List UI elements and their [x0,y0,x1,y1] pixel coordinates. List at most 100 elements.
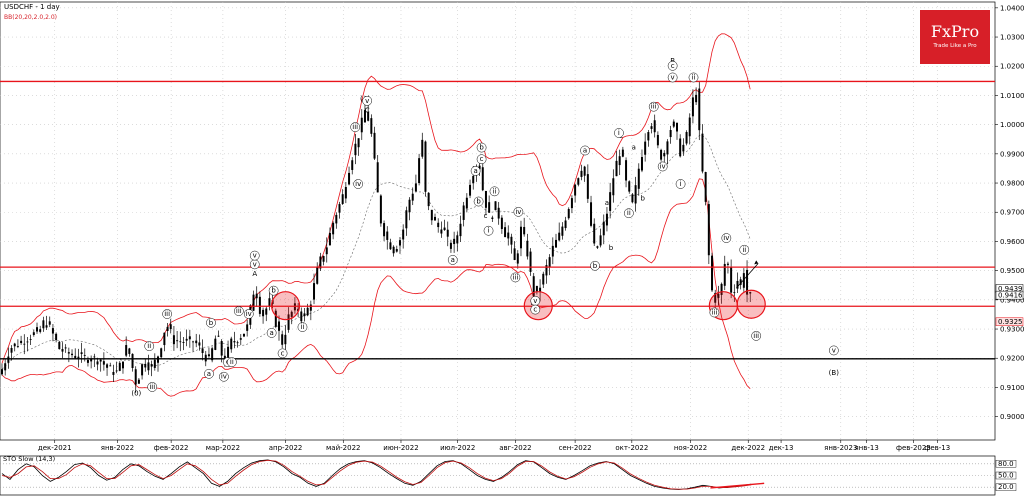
candle-body [701,133,704,172]
candle-body [90,359,93,362]
candle-body [284,334,287,345]
candle [179,331,182,352]
candle-body [526,240,529,257]
candle [564,216,567,231]
candle-body [504,227,507,238]
candle-body [26,341,29,343]
candle-body [20,340,23,344]
candle [172,326,175,351]
candle [707,200,710,265]
wave-label-text: b [209,319,214,327]
candle-body [7,356,10,363]
candle [169,318,172,334]
candle-body [726,263,729,265]
candle-body [656,134,659,146]
candle [131,353,134,372]
wave-label-text: iii [164,310,170,318]
candle-body [328,232,331,246]
wave-sub-label: a [632,144,636,152]
wave-label-text: a [269,329,273,337]
candle [430,209,433,225]
candle-body [322,256,325,262]
candle-body [386,231,389,240]
candle-body [297,308,300,312]
candle-body [39,329,42,332]
candle-body [115,370,118,372]
wave-label-ring [362,95,373,106]
wave-label-text: iv [660,162,666,170]
candle-body [491,217,494,219]
candle-body [150,364,153,367]
circled-wave-label: v [362,95,373,106]
candle-body [86,359,89,363]
candle [640,149,643,173]
candle-body [383,223,386,237]
candle [376,155,379,193]
candle [357,138,360,156]
candle-body [449,242,452,249]
candle [61,342,64,359]
candle-body [239,338,242,340]
candle [586,164,589,203]
candle-body [688,117,691,137]
circled-wave-label: iii [709,307,720,318]
candle-body [523,226,526,235]
candle-body [631,194,634,203]
wave-label-ring [614,128,624,138]
candle [198,334,201,351]
sto-level-tag: 80.0 [995,460,1017,468]
candle [328,227,331,246]
wave-sub-label: a [605,199,609,207]
wave-label-ring [828,345,839,356]
circled-wave-label: iv [721,233,732,243]
sto-divergence-line [710,482,765,489]
circled-wave-label: ii [144,341,155,351]
x-tick-label: фев-13 [924,444,950,452]
candle [195,333,198,348]
candle [491,215,494,222]
wave-label-ring [530,304,541,315]
candle [83,348,86,362]
candle-body [274,310,277,327]
candle-body [516,253,519,264]
candle-body [672,121,675,127]
candle [316,262,319,285]
wave-label-ring [277,348,288,359]
wave-label-ring [226,357,237,367]
sto-label: STO Slow (14,3) [3,455,56,463]
candle [332,221,335,240]
candle [440,221,443,238]
candle [675,122,678,140]
wave-label-ring [447,255,458,265]
candle-body [157,356,160,363]
wave-label-ring [590,260,600,271]
candle [398,236,401,254]
wave-label-text: iii [651,103,657,111]
candle-body [102,361,105,365]
candle [386,226,389,250]
wave-label-text: b [271,287,276,295]
candle-body [564,220,567,229]
candle [118,361,121,372]
candle [453,231,456,253]
candle [421,132,424,159]
candle [669,125,672,144]
candle-body [583,166,586,176]
candle-body [704,172,707,202]
candle-body [16,346,19,347]
candle [650,123,653,134]
candle [239,334,242,345]
price-tag-label: 0.9439 [998,285,1023,293]
candle-body [695,94,698,103]
circled-wave-label: iii [510,272,521,283]
candle [580,164,583,181]
candle [207,347,210,358]
candle [80,342,83,363]
candle-body [236,342,239,344]
candle [666,139,669,165]
candle [160,347,163,360]
candle [672,119,675,129]
wave-label-ring [623,208,634,219]
candle-body [23,343,26,345]
candle-body [99,359,102,362]
